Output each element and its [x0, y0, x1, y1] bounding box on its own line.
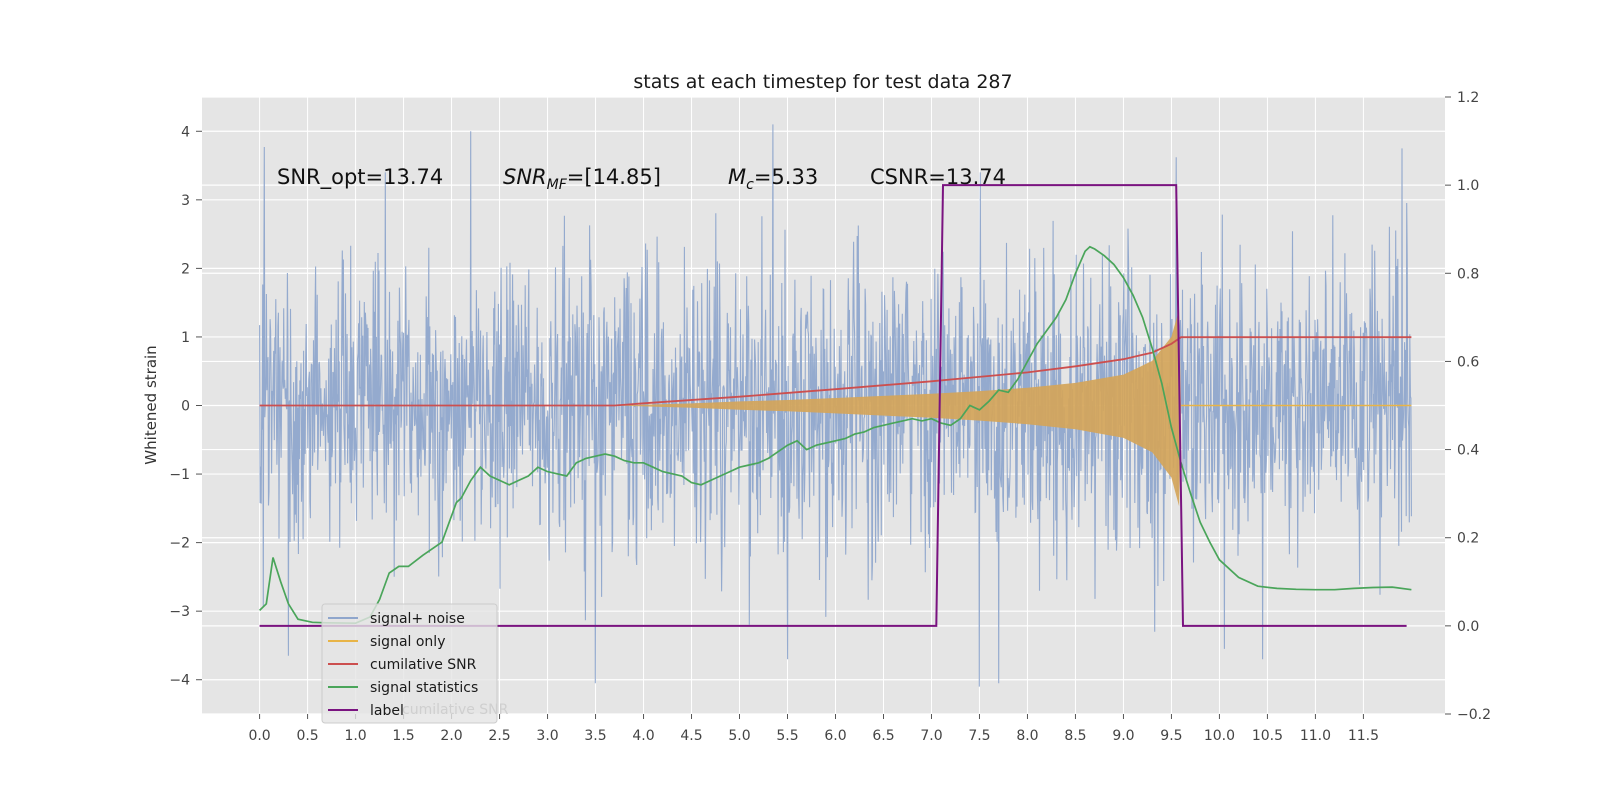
x-tick-label: 5.0	[728, 728, 750, 744]
csnr-annotation: CSNR=13.74	[870, 165, 1006, 189]
x-tick-label: 3.0	[536, 728, 558, 744]
x-tick-label: 9.0	[1112, 728, 1134, 744]
legend-entry: signal only	[370, 634, 445, 650]
y-tick-label: 0	[181, 399, 190, 415]
x-tick-label: 7.5	[968, 728, 990, 744]
legend-entry: label	[370, 703, 404, 719]
mc-annotation: Mc=5.33	[728, 165, 818, 193]
y-tick-label: −2	[169, 536, 190, 552]
x-tick-label: 1.5	[392, 728, 414, 744]
x-tick-label: 7.0	[920, 728, 942, 744]
y2-tick-label: 1.2	[1457, 90, 1479, 106]
series-layer	[259, 124, 1412, 687]
y-tick-label: −1	[169, 467, 190, 483]
series-cumulative-snr	[259, 336, 1412, 407]
legend: cumilative SNR signal+ noise signal only cu…	[321, 603, 509, 724]
x-tick-label: 11.0	[1300, 728, 1331, 744]
series-signal-only	[614, 309, 1181, 507]
legend-entry: signal statistics	[370, 680, 478, 696]
x-tick-label: 6.5	[872, 728, 894, 744]
x-tick-label: 8.5	[1064, 728, 1086, 744]
x-tick-label: 10.0	[1204, 728, 1235, 744]
y-tick-label: 2	[181, 261, 190, 277]
y-axis-label: Whitened strain	[142, 345, 160, 464]
series-signal-statistics	[259, 245, 1412, 625]
legend-box	[321, 603, 498, 724]
y2-tick-label: −0.2	[1457, 707, 1491, 723]
x-tick-label: 0.5	[296, 728, 318, 744]
series-label	[259, 184, 1407, 627]
x-tick-label: 8.0	[1016, 728, 1038, 744]
legend-ghost-text: cumilative SNR	[402, 702, 509, 718]
legend-entry: cumilative SNR	[370, 657, 477, 673]
x-tick-label: 10.5	[1252, 728, 1283, 744]
y2-tick-label: 0.0	[1457, 619, 1479, 635]
y2-tick-label: 1.0	[1457, 178, 1479, 194]
y2-tick-label: 0.2	[1457, 531, 1479, 547]
x-tick-label: 3.5	[584, 728, 606, 744]
x-tick-label: 2.0	[440, 728, 462, 744]
x-tick-label: 5.5	[776, 728, 798, 744]
x-tick-label: 6.0	[824, 728, 846, 744]
x-tick-label: 0.0	[248, 728, 270, 744]
x-tick-label: 2.5	[488, 728, 510, 744]
x-tick-label: 4.5	[680, 728, 702, 744]
y2-tick-label: 0.4	[1457, 443, 1479, 459]
legend-entry: signal+ noise	[370, 611, 465, 627]
y-tick-label: −3	[169, 604, 190, 620]
x-tick-label: 4.0	[632, 728, 654, 744]
axes-layer: 0.0 0.5 1.0 1.5 2.0 2.5 3.0 3.5 4.0 4.5 5.0 5.5 6.0 6…	[169, 90, 1491, 744]
x-tick-label: 11.5	[1348, 728, 1379, 744]
x-tick-label: 9.5	[1160, 728, 1182, 744]
y2-tick-label: 0.8	[1457, 266, 1479, 282]
annotation-layer: SNR_opt=13.74 SNRMF=[14.85] Mc=5.33 CSNR…	[277, 165, 1006, 193]
x-tick-label: 1.0	[344, 728, 366, 744]
y2-tick-label: 0.6	[1457, 354, 1479, 370]
y-tick-label: 4	[181, 124, 190, 140]
snr-opt-annotation: SNR_opt=13.74	[277, 165, 443, 190]
y-tick-label: −4	[169, 673, 190, 689]
chart-title: stats at each timestep for test data 287	[633, 71, 1012, 93]
y-tick-label: 3	[181, 193, 190, 209]
y-tick-label: 1	[181, 330, 190, 346]
snr-mf-annotation: SNRMF=[14.85]	[503, 165, 661, 193]
